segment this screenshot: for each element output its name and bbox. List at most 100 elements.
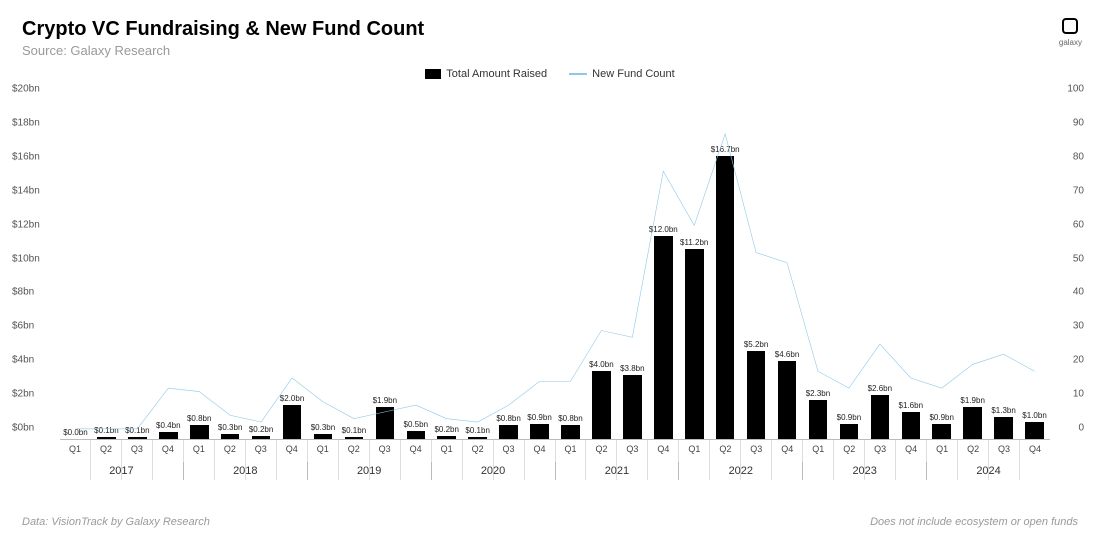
bar xyxy=(97,437,116,439)
bar-value-label: $0.9bn xyxy=(929,413,953,422)
bar xyxy=(932,424,951,439)
bar-value-label: $2.6bn xyxy=(868,384,892,393)
bar-slot: $0.1bn xyxy=(338,100,369,439)
bar-slot: $0.8bn xyxy=(555,100,586,439)
bar-value-label: $2.3bn xyxy=(806,389,830,398)
bar-value-label: $1.6bn xyxy=(899,401,923,410)
chart-area: $0.0bn$0.1bn$0.1bn$0.4bn$0.8bn$0.3bn$0.2… xyxy=(60,100,1050,480)
chart-title: Crypto VC Fundraising & New Fund Count xyxy=(22,18,1078,41)
bar-slot: $2.0bn xyxy=(277,100,308,439)
bar xyxy=(530,424,549,439)
plot-area: $0.0bn$0.1bn$0.1bn$0.4bn$0.8bn$0.3bn$0.2… xyxy=(60,100,1050,440)
bar-slot: $1.9bn xyxy=(957,100,988,439)
y-left-tick: $12bn xyxy=(12,219,40,230)
year-axis: 20172018201920202021202220232024 xyxy=(60,462,1050,480)
bar xyxy=(314,434,333,439)
x-year-label: 2017 xyxy=(60,462,183,480)
x-year-label: 2018 xyxy=(183,462,307,480)
bar xyxy=(221,434,240,439)
bar xyxy=(376,407,395,439)
bar xyxy=(592,371,611,439)
bar-value-label: $0.5bn xyxy=(404,420,428,429)
y-right-tick: 100 xyxy=(1067,84,1084,95)
line-swatch-icon xyxy=(569,73,587,75)
bar-slot: $0.8bn xyxy=(184,100,215,439)
y-left-tick: $8bn xyxy=(12,287,34,298)
bar-value-label: $1.9bn xyxy=(373,396,397,405)
bar-swatch-icon xyxy=(425,69,441,79)
bar-value-label: $4.0bn xyxy=(589,360,613,369)
bar-value-label: $0.1bn xyxy=(94,426,118,435)
bar xyxy=(809,400,828,439)
footer-data-source: Data: VisionTrack by Galaxy Research xyxy=(22,516,210,528)
bar xyxy=(623,375,642,439)
bar-slot: $12.0bn xyxy=(648,100,679,439)
bar-value-label: $0.9bn xyxy=(837,413,861,422)
bar-value-label: $0.3bn xyxy=(218,423,242,432)
footer-note: Does not include ecosystem or open funds xyxy=(870,516,1078,528)
galaxy-logo-icon xyxy=(1062,18,1078,34)
bar-value-label: $4.6bn xyxy=(775,350,799,359)
bar xyxy=(283,405,302,439)
y-left-tick: $16bn xyxy=(12,151,40,162)
x-year-label: 2019 xyxy=(307,462,431,480)
y-left-tick: $20bn xyxy=(12,84,40,95)
bar-value-label: $0.0bn xyxy=(63,428,87,437)
bar xyxy=(902,412,921,439)
bar-value-label: $0.1bn xyxy=(125,426,149,435)
bar-slot: $0.9bn xyxy=(926,100,957,439)
bar xyxy=(407,431,426,439)
x-year-label: 2023 xyxy=(802,462,926,480)
bar-value-label: $0.8bn xyxy=(187,414,211,423)
bar-value-label: $0.9bn xyxy=(527,413,551,422)
bar xyxy=(994,417,1013,439)
y-right-tick: 70 xyxy=(1073,185,1084,196)
bar-slot: $1.9bn xyxy=(369,100,400,439)
bar-slot: $2.6bn xyxy=(864,100,895,439)
bar-slot: $16.7bn xyxy=(710,100,741,439)
bar-value-label: $0.1bn xyxy=(342,426,366,435)
y-right-tick: 60 xyxy=(1073,219,1084,230)
x-year-label: 2020 xyxy=(431,462,555,480)
bars-container: $0.0bn$0.1bn$0.1bn$0.4bn$0.8bn$0.3bn$0.2… xyxy=(60,100,1050,439)
y-left-tick: $6bn xyxy=(12,321,34,332)
bar xyxy=(190,425,209,439)
bar-value-label: $0.8bn xyxy=(496,414,520,423)
y-left-tick: $10bn xyxy=(12,253,40,264)
bar xyxy=(963,407,982,439)
bar-slot: $4.0bn xyxy=(586,100,617,439)
y-right-tick: 10 xyxy=(1073,389,1084,400)
bar-value-label: $0.3bn xyxy=(311,423,335,432)
bar-value-label: $0.8bn xyxy=(558,414,582,423)
bar-slot: $3.8bn xyxy=(617,100,648,439)
bar-value-label: $0.1bn xyxy=(465,426,489,435)
legend: Total Amount Raised New Fund Count xyxy=(0,68,1100,80)
bar-value-label: $0.2bn xyxy=(249,425,273,434)
bar xyxy=(468,437,487,439)
x-year-label: 2021 xyxy=(555,462,679,480)
bar-slot: $0.3bn xyxy=(308,100,339,439)
bar-value-label: $16.7bn xyxy=(711,145,740,154)
bar-slot: $1.3bn xyxy=(988,100,1019,439)
y-right-tick: 40 xyxy=(1073,287,1084,298)
x-year-label: 2022 xyxy=(678,462,802,480)
y-right-tick: 90 xyxy=(1073,117,1084,128)
bar-slot: $0.5bn xyxy=(400,100,431,439)
bar-value-label: $0.2bn xyxy=(434,425,458,434)
bar-value-label: $1.0bn xyxy=(1022,411,1046,420)
bar xyxy=(437,436,456,439)
bar-slot: $4.6bn xyxy=(772,100,803,439)
y-right-tick: 50 xyxy=(1073,253,1084,264)
bar-value-label: $1.9bn xyxy=(960,396,984,405)
bar xyxy=(840,424,859,439)
bar-slot: $0.2bn xyxy=(246,100,277,439)
bar-value-label: $3.8bn xyxy=(620,364,644,373)
bar xyxy=(345,437,364,439)
bar-slot: $0.4bn xyxy=(153,100,184,439)
y-left-tick: $18bn xyxy=(12,117,40,128)
bar xyxy=(871,395,890,439)
bar-slot: $5.2bn xyxy=(741,100,772,439)
chart-subtitle: Source: Galaxy Research xyxy=(22,43,1078,58)
bar-slot: $0.2bn xyxy=(431,100,462,439)
legend-item-bar: Total Amount Raised xyxy=(425,68,547,80)
